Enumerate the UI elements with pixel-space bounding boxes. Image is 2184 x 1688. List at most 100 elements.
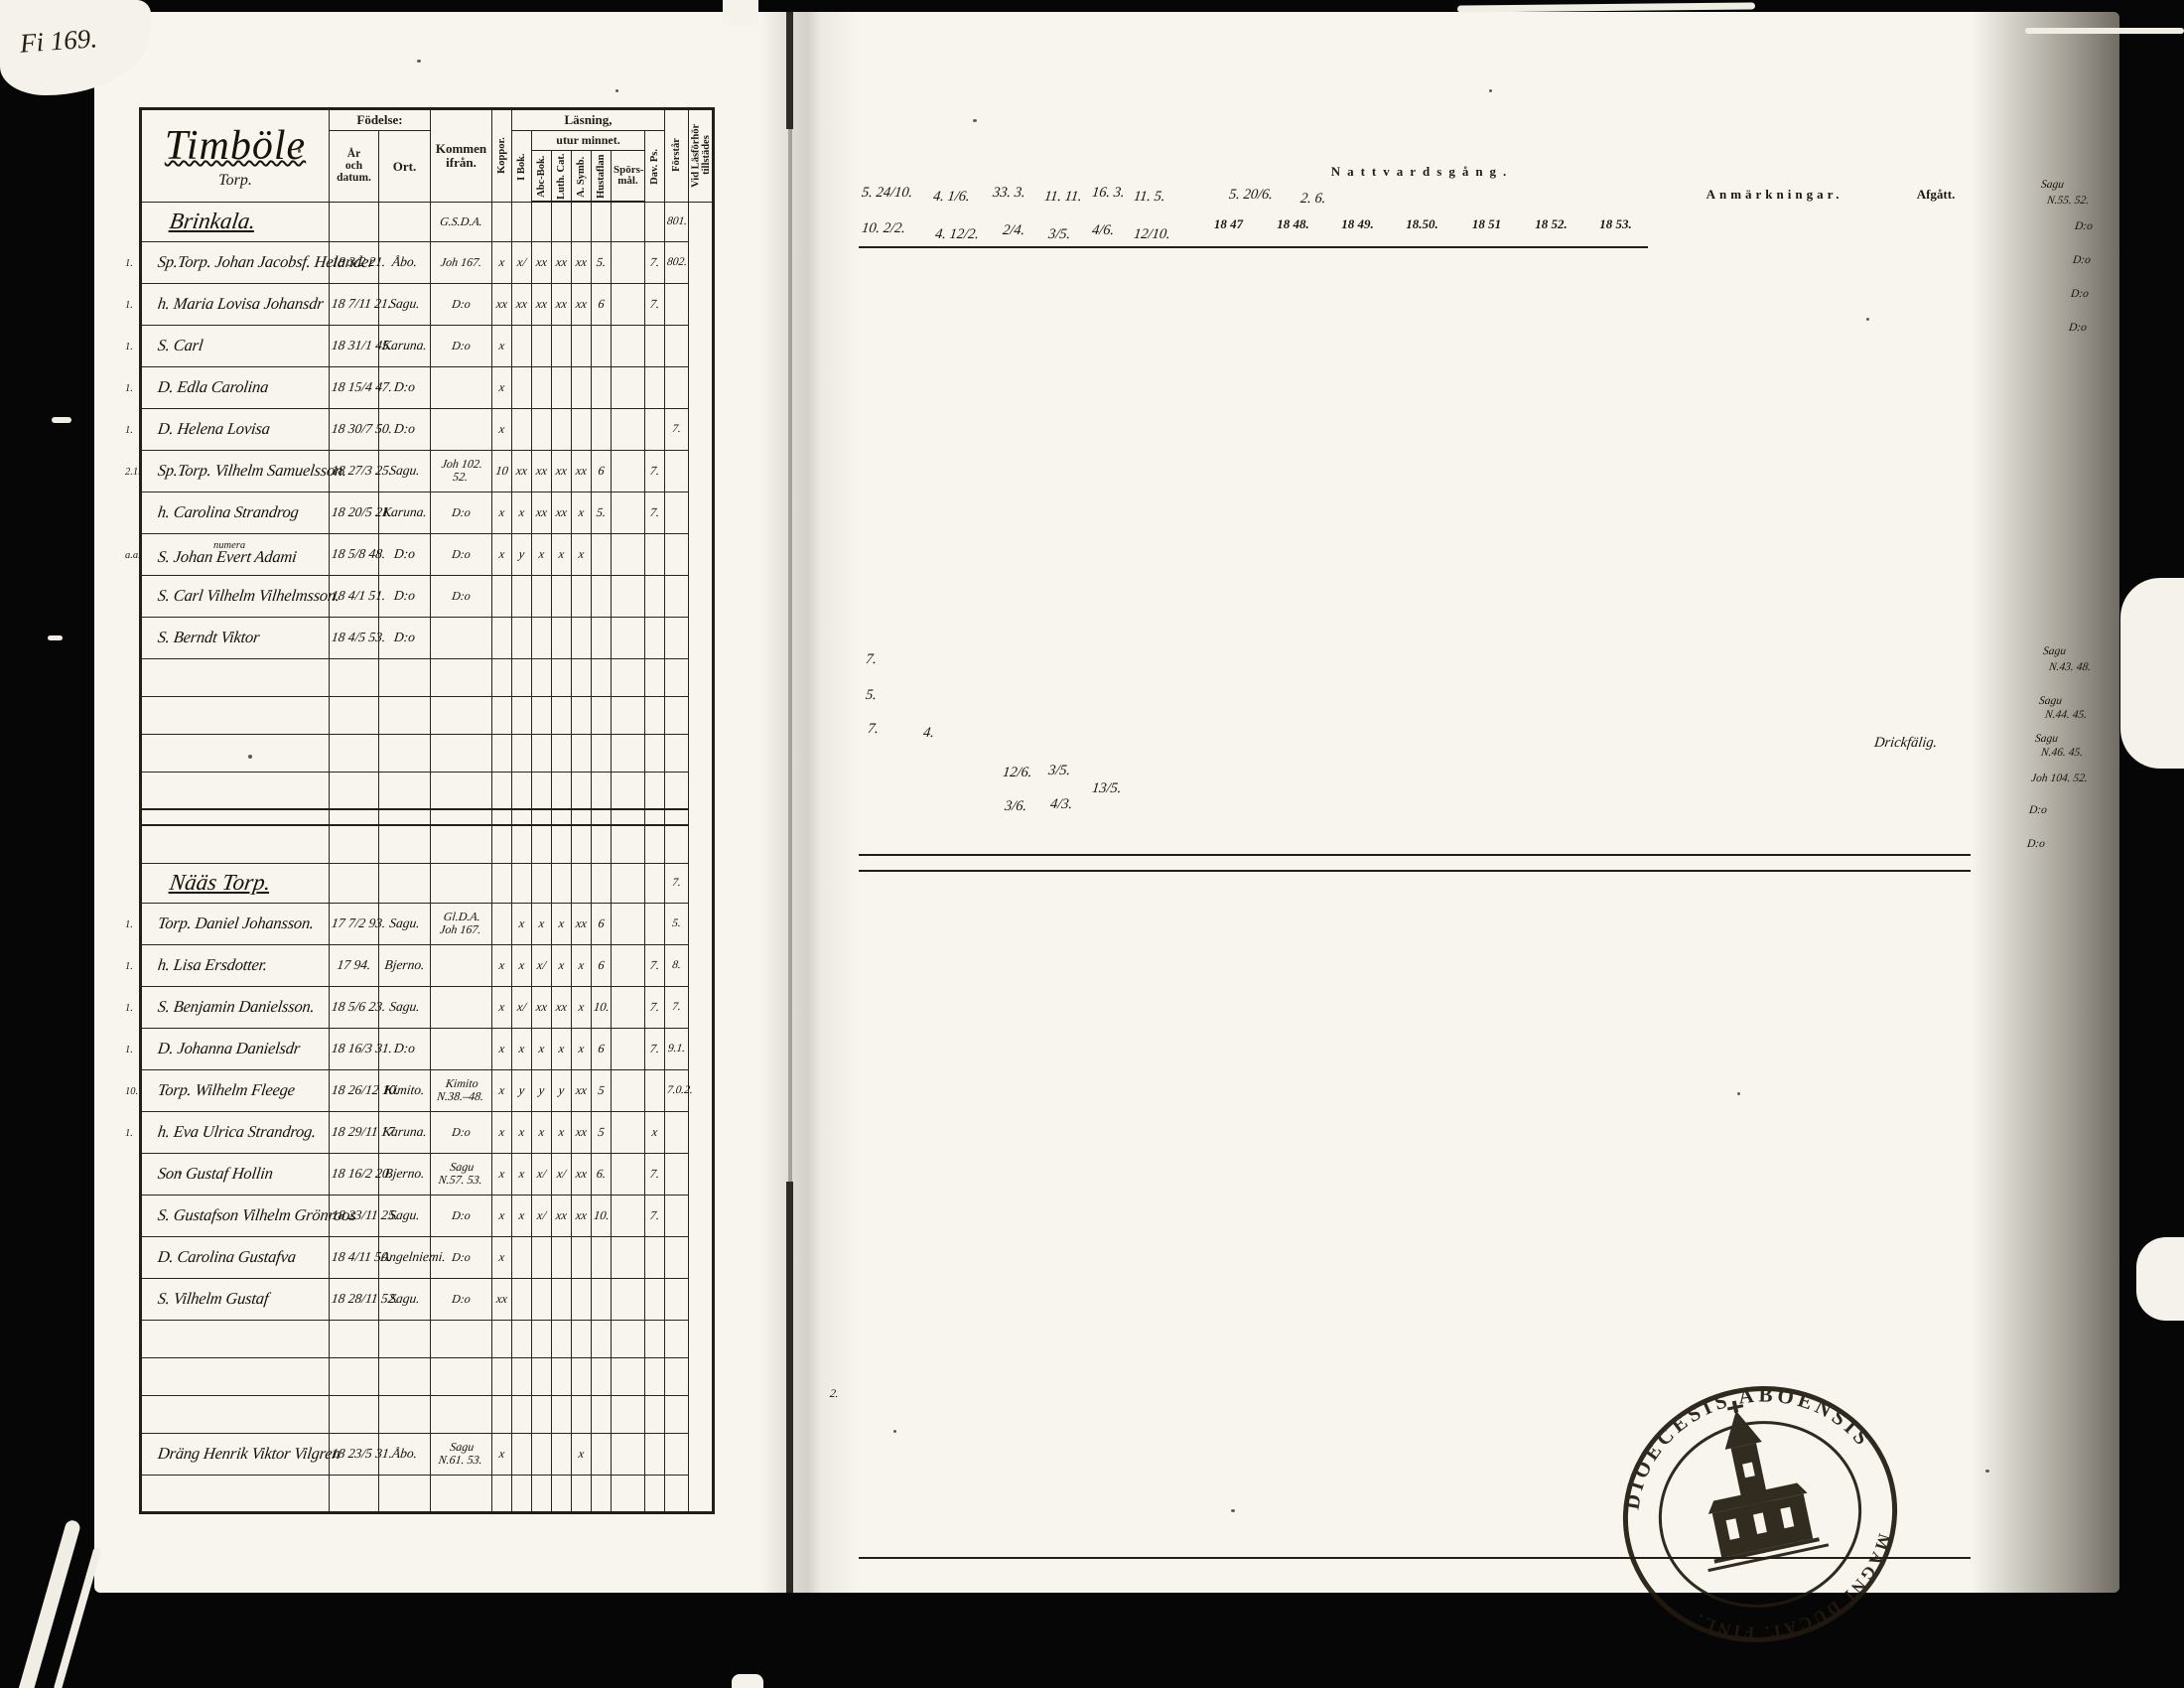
symbolum-cell: x (551, 532, 572, 576)
abc-cell-value: x (517, 957, 526, 972)
smallpox-cell: x (491, 1027, 512, 1070)
person-name: h. Lisa Ersdotter. (156, 955, 269, 975)
header-nattvardsgang: Nattvardsgång. (1330, 164, 1514, 179)
register-row: 1. h. Lisa Ersdotter. 17 94. Bjerno. x x x/x x 6… (125, 943, 714, 987)
abc-cell-value: x (517, 504, 526, 519)
communion-year-cell (1196, 621, 1261, 662)
name-cell (140, 1394, 330, 1434)
birth-date-cell (329, 657, 379, 697)
forstar-cell (643, 532, 666, 576)
psalm-cell (611, 1235, 645, 1279)
abc-cell: x (511, 1152, 532, 1196)
symbolum-cell: y (551, 1068, 572, 1112)
communion-year-cell (1261, 287, 1325, 329)
departed-cell (1901, 579, 1971, 621)
name-cell: S. Berndt Viktor (140, 616, 330, 659)
communion-year-cell (1325, 412, 1390, 454)
sporsmal-cell-value: 5 (597, 1124, 606, 1139)
hustaflan-cell (571, 1319, 592, 1358)
communion-year-cell (1325, 1240, 1390, 1282)
register-row (140, 1474, 714, 1514)
sporsmal-cell (591, 532, 612, 576)
arrived-from-cell (430, 733, 492, 773)
handwritten-note: 12/10. (1133, 226, 1171, 242)
communion-year-cell (1390, 1198, 1454, 1240)
communion-year-cell (1583, 454, 1648, 495)
hustaflan-cell: xx (571, 1068, 592, 1112)
margin-mark: 1. (125, 1003, 133, 1015)
communion-year-cell (1390, 1073, 1454, 1115)
remarks-cell (1648, 454, 1901, 495)
psalm-cell (611, 695, 645, 735)
exam-page-cell (664, 695, 690, 735)
symbolum-cell (551, 733, 572, 773)
birth-place-cell: Åbo. (378, 240, 431, 284)
person-name: S. Berndt Viktor (156, 628, 261, 647)
handwritten-note: D:o (2068, 322, 2088, 334)
gutter-cell (898, 1282, 1072, 1324)
remarks-cell (1648, 817, 1901, 855)
person-name: h. Eva Ulrica Strandrog. (156, 1122, 318, 1142)
communion-year-cell (1390, 537, 1454, 579)
communion-year-cell (1454, 948, 1519, 990)
communion-year-cell (1390, 412, 1454, 454)
communion-year-cell (1583, 537, 1648, 579)
exam-page-cell-value: 7.0.2. (666, 1084, 694, 1097)
arrived-from-cell: D:o (430, 324, 492, 367)
hustaflan-cell: x (571, 985, 592, 1029)
birth-date-cell (329, 771, 379, 810)
birth-place-cell-value: Sagu. (388, 1291, 421, 1307)
catechism-cell-value: x (537, 1124, 546, 1139)
register-row: h. Carolina Strandrog 18 20/5 21. Karuna. D… (140, 491, 714, 534)
symbolum-cell: xx (551, 985, 572, 1029)
birth-date-cell (329, 1356, 379, 1396)
birth-place-cell: D:o (378, 407, 431, 451)
remarks-cell (1648, 1115, 1901, 1157)
birth-place-cell-value: Karuna. (381, 504, 428, 520)
departed-cell (1901, 1115, 1971, 1157)
symbolum-cell (551, 1235, 572, 1279)
symbolum-cell-value: x (557, 957, 566, 972)
communion-year-cell (1390, 854, 1455, 872)
sporsmal-cell (591, 771, 612, 810)
smallpox-cell (491, 733, 512, 773)
remarks-cell (1648, 579, 1901, 621)
catechism-cell-value: xx (535, 463, 548, 478)
person-name: D. Helena Lovisa (156, 419, 271, 439)
communion-year-cell (1261, 1073, 1325, 1115)
symbolum-cell: xx (551, 240, 572, 284)
gutter-cell (1072, 704, 1196, 742)
person-name: S. Johan Evert Adami (156, 546, 298, 566)
remarks-cell (1648, 662, 1901, 704)
communion-year-cell (1519, 948, 1583, 990)
psalm-cell (611, 985, 645, 1029)
symbolum-cell: x (551, 902, 572, 945)
birth-date-cell-value: 18 20/5 21. (331, 504, 394, 520)
sporsmal-cell (591, 1235, 612, 1279)
communion-year-cell (1196, 1115, 1261, 1157)
birth-date-cell (329, 824, 379, 864)
gutter-cell (859, 817, 898, 855)
gutter-cell (898, 621, 1072, 662)
psalm-cell (611, 862, 645, 904)
header-a-symb: A. Symb. (571, 150, 592, 203)
page-fold-line (786, 12, 793, 129)
hustaflan-cell: xx (571, 902, 592, 945)
communion-year-cell (1454, 495, 1519, 537)
person-name: D. Edla Carolina (156, 377, 270, 397)
arrived-from-cell-value: D:o (451, 504, 472, 519)
exam-page-cell (664, 657, 690, 697)
sporsmal-cell-value: 10. (593, 999, 611, 1014)
abc-cell: x (511, 1027, 532, 1070)
smallpox-cell-value: xx (495, 1291, 508, 1306)
arrived-from-cell-value: D:o (451, 1249, 472, 1264)
birth-place-cell-value: D:o (393, 1041, 416, 1056)
communion-year-cell (1390, 247, 1454, 287)
sporsmal-cell-value: 5. (596, 504, 608, 519)
departed-cell (1901, 370, 1971, 412)
psalm-cell (611, 902, 645, 945)
exam-page-cell (664, 808, 690, 827)
birth-date-cell: 17 7/2 93. (329, 902, 386, 945)
gutter-cell (898, 1365, 1072, 1403)
smallpox-cell-value: x (497, 1446, 506, 1461)
